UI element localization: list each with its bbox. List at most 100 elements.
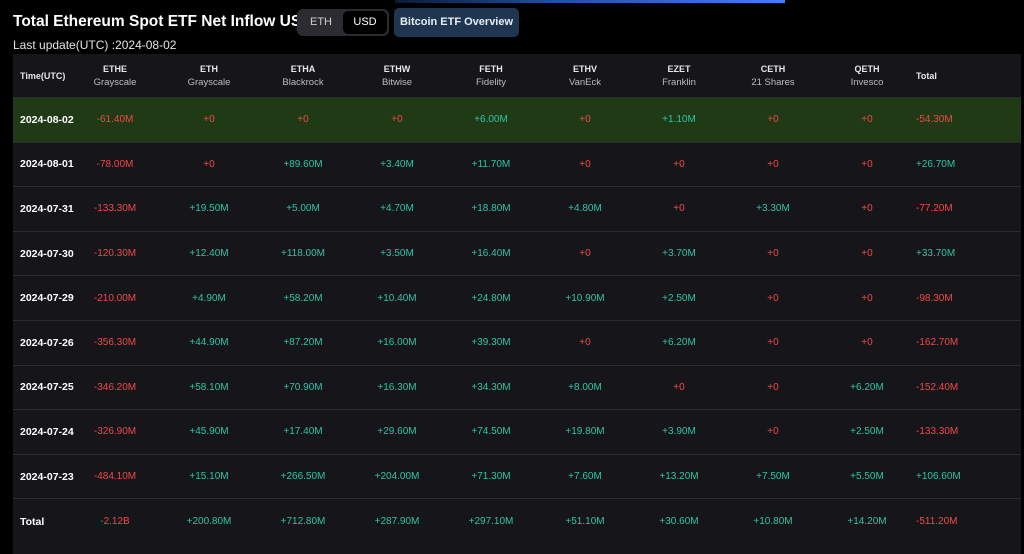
cell-eth: +58.10M [189,381,229,393]
cell-qeth: +5.50M [850,471,884,483]
cell-ethv: +0 [579,248,591,260]
cell-feth: +16.40M [471,248,511,260]
column-issuer: Blackrock [282,76,324,88]
row-date: 2024-07-29 [20,292,74,305]
toggle-usd[interactable]: USD [343,11,387,34]
cell-ethe: -133.30M [93,203,137,215]
cell-ezet: +2.50M [662,292,696,304]
cell-ethv: +7.60M [568,471,602,483]
bitcoin-etf-overview-button[interactable]: Bitcoin ETF Overview [394,8,519,37]
column-ticker: CETH [760,63,786,74]
cell-eth: +4.90M [192,292,226,304]
cell-ezet: +13.20M [659,471,699,483]
column-header-qeth[interactable]: QETH Invesco [822,54,912,97]
column-header-total[interactable]: Total [916,54,1016,97]
cell-ezet: +0 [673,158,685,170]
cell-ethw: +287.90M [374,516,420,528]
cell-ceth: +0 [767,292,779,304]
row-date: 2024-07-30 [20,247,74,260]
cell-ethw: +10.40M [377,292,417,304]
cell-eth: +15.10M [189,471,229,483]
cell-ezet: +1.10M [662,114,696,126]
column-header-time-utc-[interactable]: Time(UTC) [20,54,100,97]
cell-etha: +17.40M [283,426,323,438]
cell-eth: +44.90M [189,337,229,349]
cell-ezet: +30.60M [659,516,699,528]
cell-qeth: +0 [861,248,873,260]
cell-qeth: +14.20M [847,516,887,528]
column-header-feth[interactable]: FETH Fidelity [446,54,536,97]
row-date: Total [20,515,45,528]
cell-feth: +71.30M [471,471,511,483]
table-row[interactable]: 2024-07-24 -326.90M +45.90M +17.40M +29.60M +… [13,410,1021,455]
table-total-row[interactable]: Total -2.12B +200.80M +712.80M +287.90M +297.… [13,499,1021,544]
cell-ethe: -61.40M [96,114,134,126]
table-row[interactable]: 2024-07-30 -120.30M +12.40M +118.00M +3.50M +… [13,232,1021,277]
table-row[interactable]: 2024-07-31 -133.30M +19.50M +5.00M +4.70M +18… [13,187,1021,232]
cell-ezet: +0 [673,203,685,215]
table-row[interactable]: 2024-07-25 -346.20M +58.10M +70.90M +16.30M +… [13,366,1021,411]
cell-ethe: -346.20M [93,381,137,393]
cell-etha: +87.20M [283,337,323,349]
row-date: 2024-07-24 [20,425,74,438]
column-issuer: Bitwise [381,76,413,88]
cell-ezet: +3.90M [662,426,696,438]
cell-etha: +70.90M [283,381,323,393]
row-date: 2024-07-23 [20,470,74,483]
cell-feth: +11.70M [471,158,511,170]
column-header-ezet[interactable]: EZET Franklin [634,54,724,97]
table-header-row: Time(UTC) ETHE Grayscale ETH Grayscale ETHA Bl… [13,54,1021,98]
cell-total: -98.30M [916,292,953,304]
cell-ethv: +0 [579,337,591,349]
cell-ceth: +7.50M [756,471,790,483]
column-ticker: ETHV [572,63,597,74]
last-update-text: Last update(UTC) :2024-08-02 [13,38,177,52]
etf-flow-table: Time(UTC) ETHE Grayscale ETH Grayscale ETHA Bl… [13,54,1021,554]
column-header-etha[interactable]: ETHA Blackrock [258,54,348,97]
cell-feth: +24.80M [471,292,511,304]
cell-qeth: +0 [861,203,873,215]
cell-feth: +74.50M [471,426,511,438]
cell-ethw: +4.70M [380,203,414,215]
cell-ezet: +3.70M [662,248,696,260]
cell-qeth: +0 [861,337,873,349]
table-row[interactable]: 2024-07-23 -484.10M +15.10M +266.50M +204.00… [13,455,1021,500]
cell-eth: +19.50M [189,203,229,215]
cell-total: -152.40M [916,381,959,393]
table-row[interactable]: 2024-07-29 -210.00M +4.90M +58.20M +10.40M +2… [13,276,1021,321]
cell-ethe: -326.90M [93,426,137,438]
column-header-ceth[interactable]: CETH 21 Shares [728,54,818,97]
cell-feth: +39.30M [471,337,511,349]
cell-total: +33.70M [916,248,956,260]
toggle-eth[interactable]: ETH [310,16,332,28]
table-row[interactable]: 2024-07-26 -356.30M +44.90M +87.20M +16.00M +… [13,321,1021,366]
column-ticker: ETHA [290,63,316,74]
cell-ceth: +0 [767,426,779,438]
cell-ethw: +16.00M [377,337,417,349]
cell-ethe: -356.30M [93,337,137,349]
cell-ethv: +51.10M [565,516,605,528]
column-header-ethe[interactable]: ETHE Grayscale [70,54,160,97]
column-issuer: VanEck [568,76,602,88]
cell-etha: +89.60M [283,158,323,170]
column-ticker: QETH [854,63,880,74]
cell-feth: +34.30M [471,381,511,393]
cell-etha: +118.00M [280,248,325,260]
row-date: 2024-07-25 [20,381,74,394]
row-date: 2024-07-31 [20,202,74,215]
table-row[interactable]: 2024-08-02 -61.40M +0 +0 +0 +6.00M +0 +1.10M +0 +… [13,98,1021,143]
cell-feth: +297.10M [468,516,514,528]
table-row[interactable]: 2024-08-01 -78.00M +0 +89.60M +3.40M +11.70M +… [13,143,1021,188]
cell-ethw: +0 [391,114,403,126]
cell-ceth: +0 [767,381,779,393]
column-issuer: Grayscale [187,76,231,88]
cell-etha: +58.20M [283,292,323,304]
cell-eth: +45.90M [189,426,229,438]
cell-etha: +712.80M [280,516,326,528]
cell-eth: +0 [203,114,215,126]
row-date: 2024-08-02 [20,113,74,126]
column-header-ethw[interactable]: ETHW Bitwise [352,54,442,97]
column-header-ethv[interactable]: ETHV VanEck [540,54,630,97]
column-header-eth[interactable]: ETH Grayscale [164,54,254,97]
